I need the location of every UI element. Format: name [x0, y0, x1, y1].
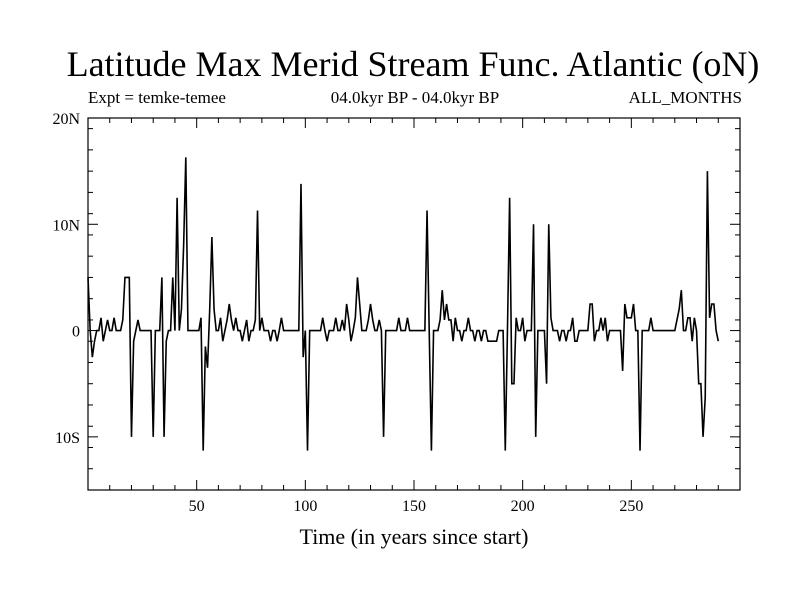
months-label: ALL_MONTHS: [628, 88, 742, 107]
x-tick-label: 150: [402, 498, 426, 515]
series-group: [87, 157, 720, 451]
y-tick-label: 0: [72, 324, 80, 341]
x-tick-label: 50: [189, 498, 205, 515]
experiment-label: Expt = temke-temee: [88, 88, 226, 107]
period-label: 04.0kyr BP - 04.0kyr BP: [330, 88, 500, 107]
x-tick-label: 100: [293, 498, 317, 515]
x-tick-label: 250: [619, 498, 643, 515]
y-tick-label: 20N: [52, 111, 80, 128]
axes: 20N 10N 0 10S 50 100 150 200 250: [52, 111, 741, 515]
series-line: [87, 157, 720, 451]
y-tick-label: 10S: [55, 430, 80, 447]
chart-title: Latitude Max Merid Stream Func. Atlantic…: [66, 44, 760, 84]
x-axis-label: Time (in years since start): [299, 524, 529, 549]
x-tick-label: 200: [511, 498, 535, 515]
y-tick-label: 10N: [52, 217, 80, 234]
